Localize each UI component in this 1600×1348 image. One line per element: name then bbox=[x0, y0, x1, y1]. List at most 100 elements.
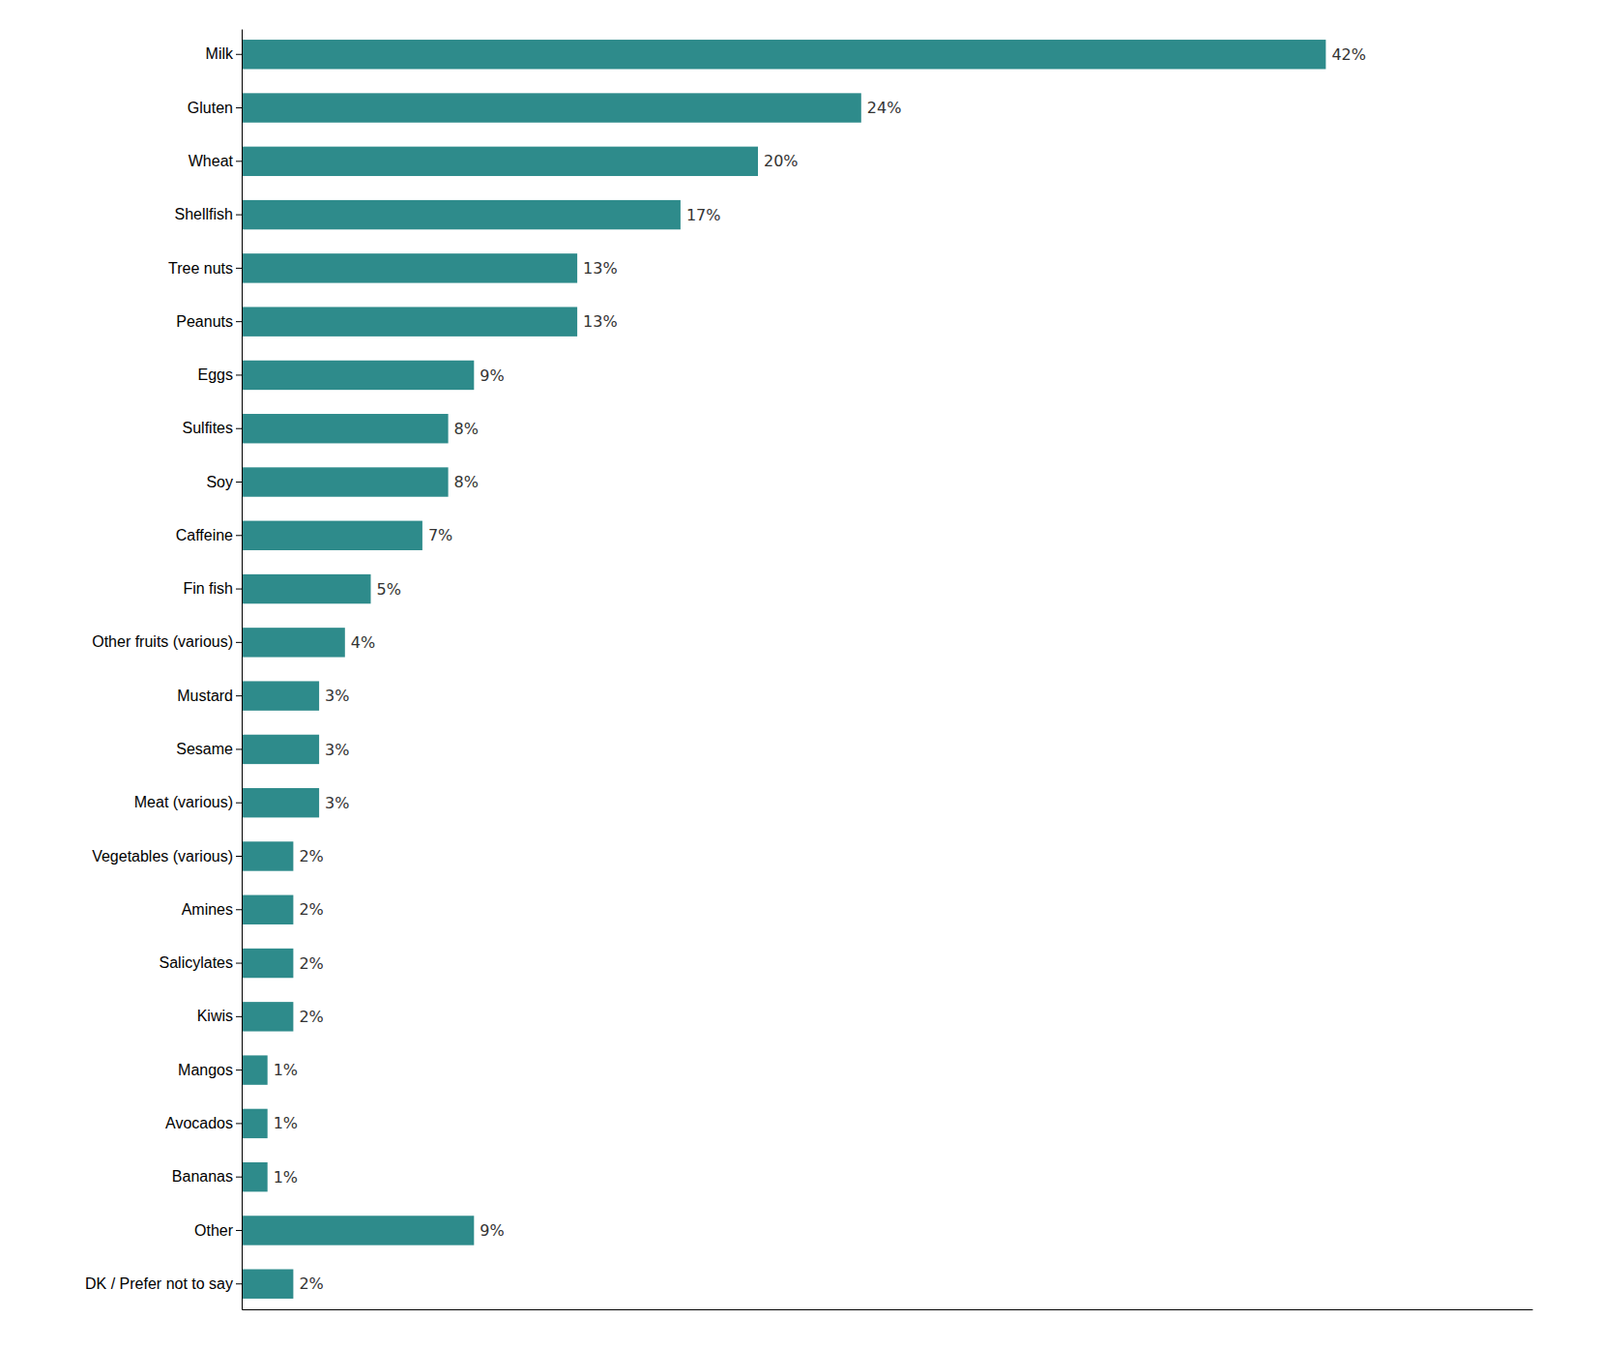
data-label: 8% bbox=[454, 472, 479, 492]
y-tick: Bananas bbox=[172, 1167, 242, 1185]
bar bbox=[241, 948, 293, 978]
bar bbox=[241, 466, 449, 496]
y-tick-mark bbox=[235, 1016, 242, 1018]
y-tick-mark bbox=[235, 855, 242, 857]
y-tick-mark bbox=[235, 1282, 242, 1284]
bar bbox=[241, 1162, 268, 1192]
data-label: 24% bbox=[867, 98, 902, 117]
data-labels: 2%9%1%1%1%2%2%2%2%3%3%3%4%5%7%8%8%9%13%1… bbox=[273, 45, 1367, 1293]
y-tick: Shellfish bbox=[174, 205, 242, 223]
y-tick-label: Fin fish bbox=[182, 580, 233, 597]
y-tick-label: Salicylates bbox=[159, 954, 233, 971]
bar bbox=[241, 574, 372, 604]
y-tick-mark bbox=[235, 695, 242, 697]
data-label: 7% bbox=[428, 525, 453, 545]
y-tick-label: Mustard bbox=[176, 687, 233, 704]
bar bbox=[241, 360, 474, 390]
y-tick: Other fruits (various) bbox=[91, 633, 242, 650]
bar bbox=[241, 734, 320, 764]
y-tick-label: Other fruits (various) bbox=[91, 633, 233, 650]
y-tick-label: Bananas bbox=[172, 1167, 233, 1185]
y-tick-label: DK / Prefer not to say bbox=[85, 1275, 233, 1292]
y-tick: Mustard bbox=[176, 687, 242, 704]
chart-container: DK / Prefer not to say Other Bananas Avocad… bbox=[0, 0, 1600, 1348]
y-tick-mark bbox=[235, 802, 242, 804]
data-label: 1% bbox=[273, 1060, 298, 1079]
y-tick-label: Shellfish bbox=[174, 205, 233, 223]
y-tick-mark bbox=[235, 160, 242, 162]
bar bbox=[241, 895, 293, 925]
y-tick-label: Milk bbox=[205, 45, 234, 62]
y-tick-mark bbox=[235, 1122, 242, 1124]
y-tick-mark bbox=[235, 267, 242, 269]
data-label: 3% bbox=[324, 793, 350, 813]
y-tick-label: Amines bbox=[181, 901, 233, 918]
y-tick-label: Peanuts bbox=[175, 313, 233, 330]
bar bbox=[241, 787, 320, 817]
bar bbox=[241, 1215, 474, 1245]
y-tick: Mangos bbox=[177, 1061, 242, 1078]
y-tick-mark bbox=[235, 54, 242, 56]
y-tick-mark bbox=[235, 320, 242, 322]
bar bbox=[241, 92, 862, 122]
y-tick: Kiwis bbox=[197, 1007, 242, 1024]
data-label: 9% bbox=[479, 1221, 504, 1240]
y-tick-label: Sesame bbox=[175, 740, 233, 757]
bar bbox=[241, 1054, 268, 1084]
y-tick-label: Soy bbox=[205, 473, 233, 491]
bar bbox=[241, 200, 681, 230]
data-label: 2% bbox=[298, 1007, 323, 1026]
y-tick-label: Sulfites bbox=[182, 419, 233, 437]
y-tick-mark bbox=[235, 481, 242, 483]
y-tick-label: Other bbox=[194, 1221, 234, 1239]
y-tick-label: Kiwis bbox=[197, 1007, 233, 1024]
bars bbox=[241, 39, 1326, 1299]
y-tick: Avocados bbox=[165, 1114, 242, 1132]
data-label: 8% bbox=[454, 419, 479, 438]
data-label: 13% bbox=[582, 259, 618, 278]
data-label: 1% bbox=[273, 1167, 298, 1187]
data-label: 2% bbox=[298, 1274, 323, 1293]
y-tick: Peanuts bbox=[175, 313, 242, 330]
y-tick-label: Caffeine bbox=[175, 526, 233, 544]
y-tick: Salicylates bbox=[159, 954, 242, 971]
y-tick: Other bbox=[194, 1221, 242, 1239]
y-tick: Sesame bbox=[175, 740, 242, 757]
y-tick-label: Meat (various) bbox=[134, 793, 233, 811]
y-tick-mark bbox=[235, 1229, 242, 1231]
bar bbox=[241, 306, 578, 336]
bar bbox=[241, 1001, 293, 1031]
y-tick-mark bbox=[235, 534, 242, 536]
y-tick-mark bbox=[235, 107, 242, 109]
y-tick-mark bbox=[235, 1176, 242, 1178]
bar bbox=[241, 146, 758, 176]
y-tick: Gluten bbox=[187, 99, 242, 117]
data-label: 42% bbox=[1331, 45, 1367, 64]
y-tick: Soy bbox=[205, 473, 242, 491]
y-tick: Sulfites bbox=[182, 419, 242, 437]
x-axis bbox=[242, 1309, 1534, 1310]
y-tick: Vegetables (various) bbox=[91, 847, 242, 865]
y-tick-mark bbox=[235, 1069, 242, 1071]
y-tick-label: Gluten bbox=[187, 99, 233, 117]
y-tick-mark bbox=[235, 214, 242, 216]
y-tick-mark bbox=[235, 908, 242, 910]
y-tick-mark bbox=[235, 374, 242, 376]
data-label: 13% bbox=[582, 312, 618, 331]
y-tick-mark bbox=[235, 748, 242, 750]
y-tick-label: Avocados bbox=[165, 1114, 233, 1132]
data-label: 2% bbox=[298, 846, 323, 866]
y-tick-mark bbox=[235, 588, 242, 590]
bar bbox=[241, 1108, 268, 1138]
y-tick: Caffeine bbox=[175, 526, 242, 544]
bar bbox=[241, 841, 293, 871]
data-label: 2% bbox=[298, 954, 323, 973]
y-tick: Fin fish bbox=[182, 580, 242, 597]
y-tick-label: Vegetables (various) bbox=[91, 847, 233, 865]
x-axis-line bbox=[242, 1309, 1534, 1310]
y-tick-label: Tree nuts bbox=[168, 260, 233, 277]
y-tick-mark bbox=[235, 428, 242, 430]
y-tick: Meat (various) bbox=[134, 793, 242, 811]
bar bbox=[241, 521, 423, 551]
y-axis-line bbox=[241, 29, 243, 1310]
